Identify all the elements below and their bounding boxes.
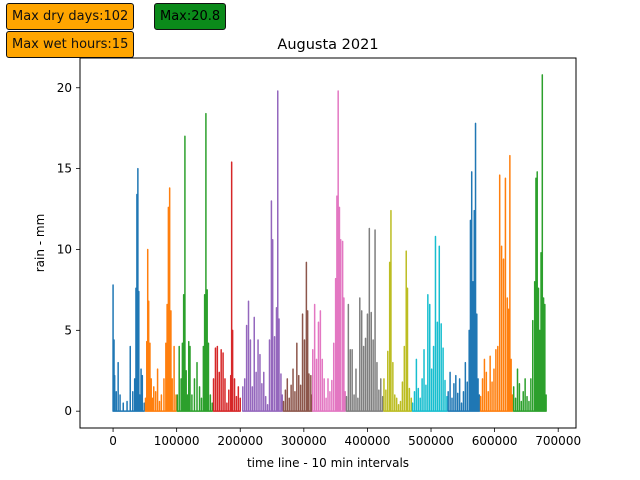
x-tick-label: 300000 — [281, 434, 327, 448]
series-line-11 — [447, 122, 481, 412]
plot-frame — [79, 57, 577, 429]
x-tick-label: 0 — [109, 434, 117, 448]
max-dry-days-badge: Max dry days:102 — [6, 3, 135, 30]
chart-title: Augusta 2021 — [277, 37, 378, 53]
x-axis-label: time line - 10 min intervals — [247, 456, 409, 470]
series-line-10 — [411, 235, 448, 412]
y-tick-label: 10 — [57, 242, 72, 256]
series-line-13 — [512, 74, 547, 412]
y-axis-ticks: 0 5 10 15 20 — [57, 81, 80, 418]
max-wet-hours-badge: Max wet hours:15 — [6, 31, 135, 58]
y-tick-label: 20 — [57, 81, 72, 95]
x-tick-label: 700000 — [535, 434, 581, 448]
series-line-4 — [212, 161, 241, 412]
x-tick-label: 500000 — [408, 434, 454, 448]
series-line-2 — [144, 187, 177, 412]
y-tick-label: 0 — [64, 404, 72, 418]
series-line-5 — [242, 90, 283, 412]
series-line-6 — [282, 261, 313, 412]
x-tick-label: 400000 — [345, 434, 391, 448]
series-line-1 — [112, 167, 145, 412]
max-value-badge: Max:20.8 — [154, 3, 227, 30]
series-line-3 — [176, 112, 214, 412]
series-line-8 — [345, 227, 384, 412]
series-line-12 — [479, 154, 514, 412]
x-tick-label: 600000 — [472, 434, 518, 448]
x-tick-label: 100000 — [154, 434, 200, 448]
x-axis-ticks: 0 100000 200000 300000 400000 500000 600000 700… — [109, 428, 581, 448]
y-tick-label: 15 — [57, 162, 72, 176]
series-line-7 — [311, 90, 346, 412]
series-layer — [112, 74, 547, 412]
y-tick-label: 5 — [64, 323, 72, 337]
x-tick-label: 200000 — [217, 434, 263, 448]
series-line-9 — [383, 209, 413, 412]
y-axis-label: rain - mm — [33, 214, 47, 273]
